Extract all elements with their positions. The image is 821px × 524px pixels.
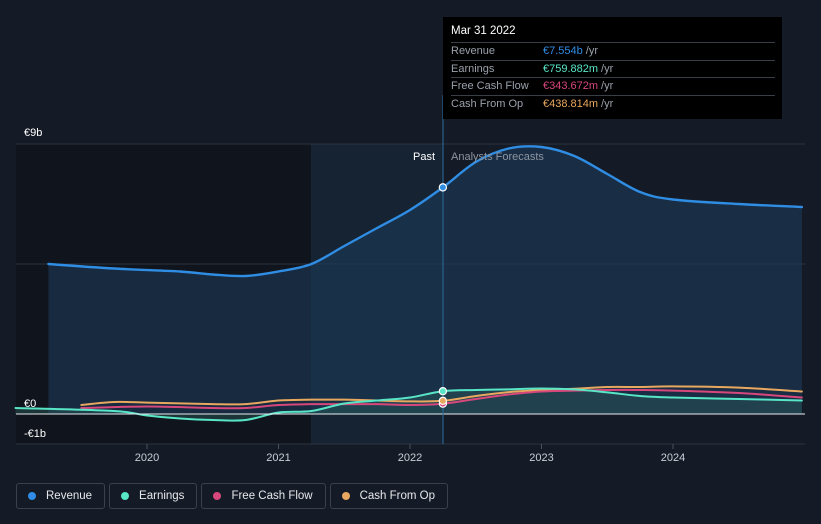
tooltip-label: Revenue <box>451 45 496 57</box>
earnings-marker <box>438 387 448 396</box>
x-tick-label: 2024 <box>661 452 685 464</box>
legend-item-cash-from-op[interactable]: Cash From Op <box>329 483 449 509</box>
cash-from-op-line <box>80 385 803 406</box>
legend: Revenue Earnings Free Cash Flow Cash Fro… <box>16 483 449 509</box>
x-tick-label: 2020 <box>135 452 159 464</box>
tooltip-row-free-cash-flow: Free Cash Flow €343.672m /yr <box>451 77 775 95</box>
tooltip-row-cash-from-op: Cash From Op €438.814m /yr <box>451 94 775 113</box>
tooltip-unit: /yr <box>585 45 598 57</box>
cash-from-op-dot-icon <box>341 492 350 500</box>
legend-item-revenue[interactable]: Revenue <box>16 483 106 509</box>
past-label: Past <box>413 151 435 163</box>
revenue-line <box>47 145 804 278</box>
revenue-area <box>48 146 802 415</box>
legend-item-free-cash-flow[interactable]: Free Cash Flow <box>201 483 326 509</box>
tooltip: Mar 31 2022 Revenue €7.554b /yr Earnings… <box>443 17 782 119</box>
tooltip-unit: /yr <box>601 80 614 92</box>
tooltip-date: Mar 31 2022 <box>451 25 516 37</box>
earnings-dot-icon <box>121 492 130 500</box>
tooltip-value: €343.672m <box>543 80 599 92</box>
forecast-label: Analysts Forecasts <box>451 151 544 163</box>
tooltip-value: €438.814m <box>543 97 599 110</box>
tooltip-value: €7.554b <box>543 45 583 57</box>
legend-label: Free Cash Flow <box>231 490 313 502</box>
series-layer <box>14 145 804 422</box>
legend-label: Cash From Op <box>359 490 436 502</box>
tooltip-unit: /yr <box>601 97 614 110</box>
x-tick-label: 2022 <box>398 452 422 464</box>
tooltip-label: Earnings <box>451 62 495 75</box>
revenue-dot-icon <box>28 492 36 500</box>
revenue-marker <box>438 183 448 192</box>
earnings-line <box>14 387 803 422</box>
tooltip-label: Free Cash Flow <box>451 80 529 92</box>
marker-layer <box>438 183 448 408</box>
legend-item-earnings[interactable]: Earnings <box>109 483 198 509</box>
x-tick-label: 2023 <box>529 452 553 464</box>
legend-label: Earnings <box>139 490 185 502</box>
y-axis-top-label: €9b <box>24 127 42 139</box>
tooltip-unit: /yr <box>601 62 614 75</box>
x-axis: 2020 2021 2022 2023 2024 <box>135 444 685 464</box>
x-tick-label: 2021 <box>266 452 290 464</box>
y-axis-bottom-label: -€1b <box>24 428 46 440</box>
tooltip-label: Cash From Op <box>451 97 524 110</box>
cash-from-op-marker <box>438 396 448 406</box>
free-cash-flow-dot-icon <box>213 492 222 500</box>
tooltip-row-earnings: Earnings €759.882m /yr <box>451 59 775 78</box>
tooltip-value: €759.882m <box>543 62 599 75</box>
legend-label: Revenue <box>46 490 93 502</box>
y-axis-zero-label: €0 <box>24 398 36 410</box>
tooltip-row-revenue: Revenue €7.554b /yr <box>451 42 775 60</box>
